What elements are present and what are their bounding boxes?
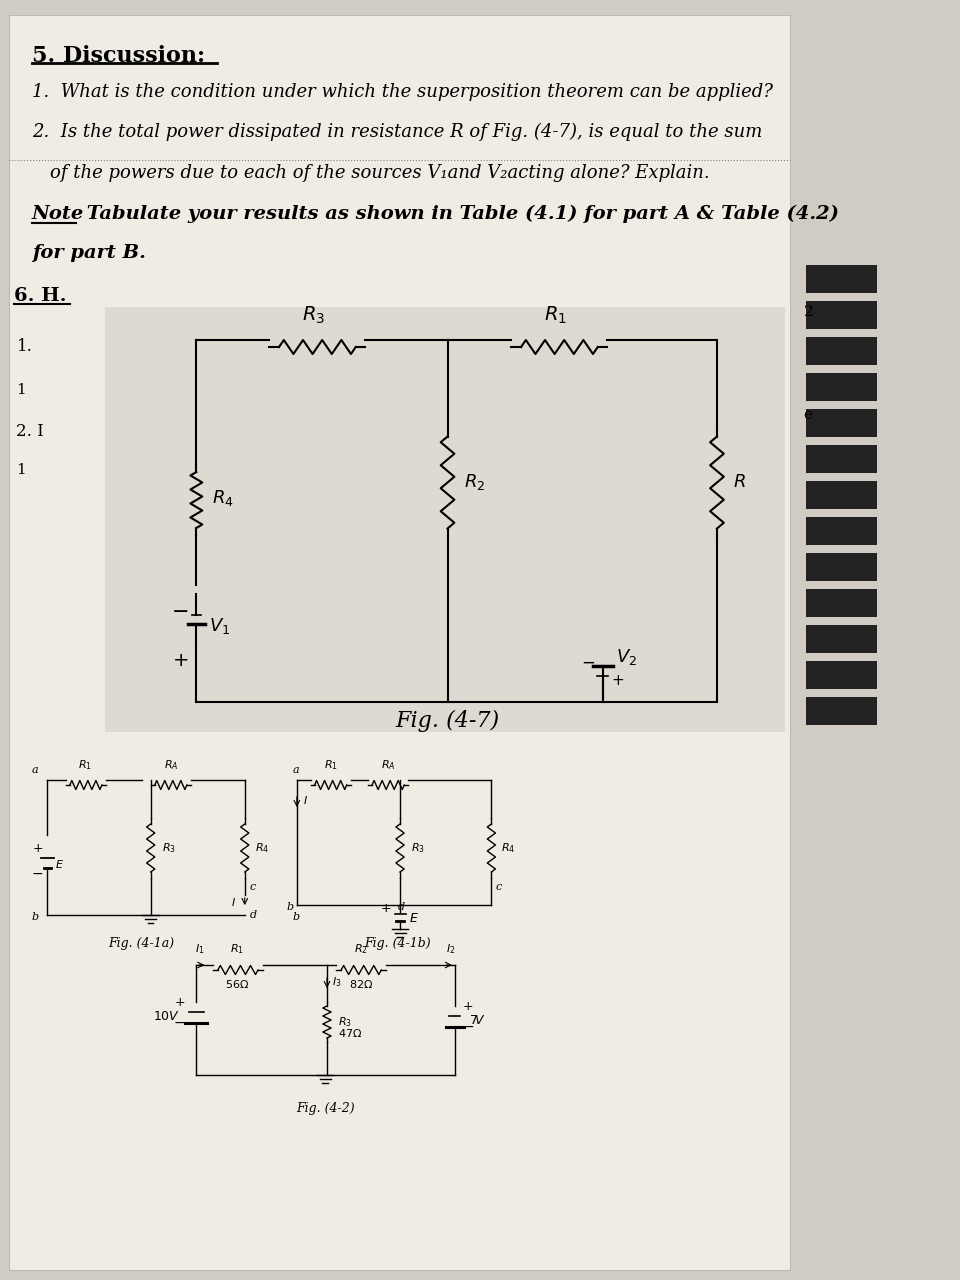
Text: $V_2$: $V_2$: [615, 646, 636, 667]
Text: −: −: [172, 602, 189, 622]
Text: b: b: [292, 911, 300, 922]
Text: 6. H.: 6. H.: [13, 287, 66, 305]
Text: $R_1$: $R_1$: [324, 758, 338, 772]
Text: $R$: $R$: [733, 474, 746, 492]
Text: $R_3$: $R_3$: [301, 305, 324, 326]
Text: $R_3$: $R_3$: [411, 841, 425, 855]
Text: Note: Note: [32, 205, 84, 223]
Text: e: e: [804, 408, 813, 422]
Text: $R_3$: $R_3$: [161, 841, 176, 855]
Text: 1: 1: [16, 383, 26, 397]
Text: 1.: 1.: [16, 338, 33, 355]
Text: d: d: [398, 902, 405, 911]
Text: $R_2$: $R_2$: [464, 472, 485, 492]
Text: +: +: [175, 996, 185, 1009]
Bar: [805, 660, 876, 689]
Text: c: c: [250, 882, 255, 892]
Text: Fig. (4-1b): Fig. (4-1b): [364, 937, 431, 950]
Bar: [805, 301, 876, 329]
Text: 2. I: 2. I: [16, 422, 44, 440]
Bar: [805, 372, 876, 401]
Text: $E$: $E$: [409, 913, 420, 925]
Text: $R_4$: $R_4$: [254, 841, 269, 855]
Text: $E$: $E$: [55, 858, 63, 870]
Text: $47\Omega$: $47\Omega$: [338, 1027, 362, 1039]
Text: b: b: [286, 902, 293, 911]
Bar: [805, 589, 876, 617]
Text: $R_1$: $R_1$: [78, 758, 92, 772]
Bar: [805, 265, 876, 293]
Text: +: +: [611, 672, 624, 687]
Text: a: a: [292, 765, 299, 774]
Text: +: +: [380, 901, 391, 914]
Text: $R_1$: $R_1$: [230, 942, 245, 956]
Text: +: +: [173, 650, 189, 669]
Text: Tabulate your results as shown in Table (4.1) for part A & Table (4.2): Tabulate your results as shown in Table …: [81, 205, 839, 223]
Bar: [805, 445, 876, 474]
Text: $R_2$: $R_2$: [354, 942, 368, 956]
Text: $R_3$: $R_3$: [338, 1015, 352, 1029]
Text: d: d: [251, 910, 257, 920]
Text: $R_A$: $R_A$: [163, 758, 178, 772]
Text: $I_1$: $I_1$: [195, 942, 204, 956]
Text: b: b: [32, 911, 39, 922]
Text: $56\Omega$: $56\Omega$: [226, 978, 250, 989]
Bar: [805, 553, 876, 581]
Text: 5. Discussion:: 5. Discussion:: [32, 45, 205, 67]
Text: 2.  Is the total power dissipated in resistance R of Fig. (4-7), is equal to the: 2. Is the total power dissipated in resi…: [32, 123, 762, 141]
Text: $10V$: $10V$: [153, 1010, 180, 1024]
Text: of the powers due to each of the sources V₁and V₂acting alone? Explain.: of the powers due to each of the sources…: [50, 164, 709, 182]
FancyBboxPatch shape: [105, 307, 785, 732]
Text: $I_3$: $I_3$: [332, 975, 342, 989]
Text: 1.  What is the condition under which the superposition theorem can be applied?: 1. What is the condition under which the…: [32, 83, 773, 101]
Text: $I$: $I$: [230, 896, 235, 908]
Text: $R_4$: $R_4$: [501, 841, 516, 855]
Text: $I_2$: $I_2$: [446, 942, 456, 956]
Text: −: −: [174, 1016, 185, 1030]
Text: c: c: [496, 882, 502, 892]
Text: a: a: [32, 765, 38, 774]
Text: $R_4$: $R_4$: [212, 488, 233, 508]
Text: for part B.: for part B.: [32, 244, 146, 262]
FancyBboxPatch shape: [10, 15, 790, 1270]
Text: Fig. (4-1a): Fig. (4-1a): [108, 937, 175, 950]
Text: $R_1$: $R_1$: [544, 305, 566, 326]
Text: $V_1$: $V_1$: [209, 616, 230, 636]
Bar: [805, 517, 876, 545]
Text: +: +: [462, 1000, 472, 1012]
Text: 2: 2: [804, 305, 813, 319]
Text: Fig. (4-7): Fig. (4-7): [396, 710, 499, 732]
Text: $R_A$: $R_A$: [381, 758, 396, 772]
Text: $7V$: $7V$: [468, 1014, 486, 1027]
Text: +: +: [33, 841, 43, 855]
Text: Fig. (4-2): Fig. (4-2): [296, 1102, 354, 1115]
Text: 1: 1: [16, 463, 26, 477]
Bar: [805, 410, 876, 436]
Text: −: −: [32, 867, 43, 881]
Bar: [805, 698, 876, 724]
Bar: [805, 481, 876, 509]
Bar: [805, 337, 876, 365]
Text: $82\Omega$: $82\Omega$: [348, 978, 372, 989]
Text: −: −: [581, 654, 595, 672]
Bar: [805, 625, 876, 653]
Text: −: −: [462, 1020, 474, 1034]
Text: $I$: $I$: [303, 794, 308, 806]
